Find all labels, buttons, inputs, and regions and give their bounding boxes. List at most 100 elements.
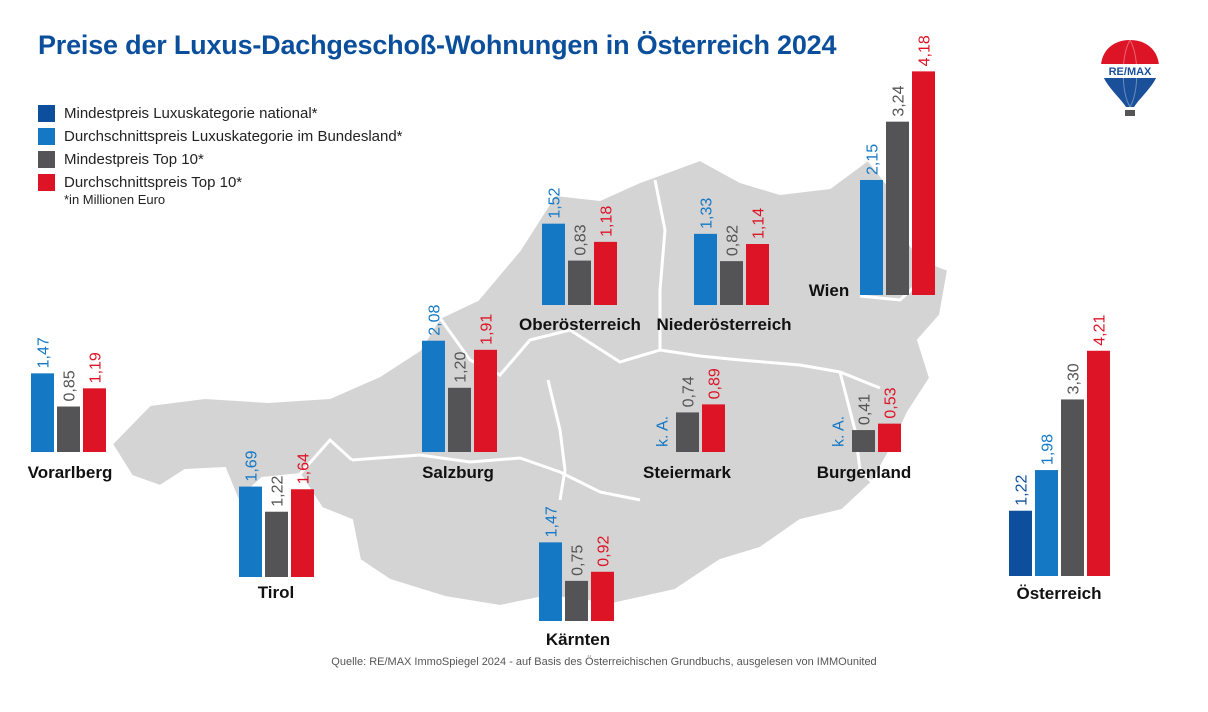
- bar: [291, 489, 314, 577]
- legend-label: Mindestpreis Top 10*: [64, 151, 204, 168]
- legend-swatch: [38, 174, 55, 191]
- bar-value-label: 1,91: [479, 314, 496, 345]
- legend-label: Mindestpreis Luxuskategorie national*: [64, 105, 318, 122]
- bar-value-label: 1,69: [244, 450, 261, 481]
- legend-item: Durchschnittspreis Top 10*: [38, 171, 403, 194]
- bar-value-label: 0,41: [857, 394, 874, 425]
- bar-value-label: 0,82: [725, 225, 742, 256]
- bar-value-label: k. A.: [831, 416, 848, 447]
- remax-balloon-logo: RE/MAX: [1097, 36, 1163, 120]
- bar: [878, 423, 901, 452]
- bar-group: 1,22 1,98 3,30 4,21 Österreich: [1009, 315, 1110, 603]
- bar: [886, 121, 909, 295]
- region-label: Salzburg: [422, 463, 494, 482]
- bar-value-label: 0,89: [707, 368, 724, 399]
- bar-value-label: 1,22: [1014, 474, 1031, 505]
- bar-group: 1,69 1,22 1,64 Tirol: [239, 450, 314, 602]
- bar: [912, 71, 935, 296]
- legend-swatch: [38, 128, 55, 145]
- bar: [539, 542, 562, 621]
- region-label: Wien: [809, 281, 849, 300]
- region-label: Österreich: [1016, 584, 1101, 603]
- bar-group: 1,47 0,75 0,92 Kärnten: [539, 506, 614, 649]
- legend-swatch: [38, 105, 55, 122]
- bar: [1009, 510, 1032, 576]
- bar-group: 1,47 0,85 1,19 Vorarlberg: [28, 337, 113, 482]
- bar-groups: 1,47 0,85 1,19 Vorarlberg 1,69 1,22 1,64 Tirol 2…: [28, 35, 1110, 649]
- bar: [594, 241, 617, 305]
- bar-value-label: 1,98: [1040, 434, 1057, 465]
- bar-group: k. A. 0,41 0,53 Burgenland: [817, 387, 911, 482]
- legend: Mindestpreis Luxuskategorie national* Dur…: [38, 102, 403, 194]
- bar: [591, 571, 614, 621]
- bar-group: k. A. 0,74 0,89 Steiermark: [643, 368, 731, 482]
- bar-value-label: 3,30: [1066, 363, 1083, 394]
- bar-value-label: 1,19: [88, 352, 105, 383]
- bar-group: 2,08 1,20 1,91 Salzburg: [422, 304, 497, 482]
- region-label: Oberösterreich: [519, 315, 641, 334]
- region-label: Tirol: [258, 583, 295, 602]
- bar-value-label: 3,24: [891, 85, 908, 116]
- bar: [448, 387, 471, 452]
- region-label: Niederösterreich: [656, 315, 791, 334]
- bar-group: 1,52 0,83 1,18 Oberösterreich: [519, 187, 641, 334]
- bar: [565, 580, 588, 621]
- bar-value-label: 2,08: [427, 304, 444, 335]
- bar: [474, 349, 497, 452]
- bar-group: 1,33 0,82 1,14 Niederösterreich: [656, 198, 791, 334]
- bar: [852, 430, 875, 452]
- bar: [83, 388, 106, 452]
- region-label: Vorarlberg: [28, 463, 113, 482]
- bar-value-label: 1,47: [544, 506, 561, 537]
- bar: [676, 412, 699, 452]
- bar-value-label: 1,20: [453, 352, 470, 383]
- bar: [239, 486, 262, 577]
- bar-value-label: 1,47: [36, 337, 53, 368]
- bar-value-label: k. A.: [655, 416, 672, 447]
- legend-item: Mindestpreis Luxuskategorie national*: [38, 102, 403, 125]
- bar: [720, 261, 743, 305]
- bar-value-label: 0,53: [883, 387, 900, 418]
- bar-value-label: 1,52: [547, 187, 564, 218]
- bar-value-label: 1,64: [296, 453, 313, 484]
- svg-text:RE/MAX: RE/MAX: [1109, 66, 1152, 78]
- bar-value-label: 1,14: [751, 208, 768, 239]
- bar-value-label: 1,33: [699, 198, 716, 229]
- austria-map: [110, 158, 950, 608]
- bar: [31, 373, 54, 452]
- bar: [1035, 470, 1058, 576]
- bar: [568, 260, 591, 305]
- legend-swatch: [38, 151, 55, 168]
- bar-value-label: 1,18: [599, 206, 616, 237]
- region-label: Kärnten: [546, 630, 610, 649]
- bar-value-label: 0,75: [570, 545, 587, 576]
- bar: [860, 179, 883, 295]
- bar: [694, 233, 717, 305]
- source-note: Quelle: RE/MAX ImmoSpiegel 2024 - auf Ba…: [331, 656, 877, 668]
- bar-value-label: 2,15: [865, 144, 882, 175]
- bar-value-label: 4,18: [917, 35, 934, 66]
- bar: [746, 244, 769, 305]
- bar: [1087, 350, 1110, 576]
- bar: [1061, 399, 1084, 576]
- bar-value-label: 4,21: [1092, 315, 1109, 346]
- bar-value-label: 0,85: [62, 370, 79, 401]
- legend-label: Durchschnittspreis Top 10*: [64, 174, 243, 191]
- bar-value-label: 1,22: [270, 475, 287, 506]
- chart-title: Preise der Luxus-Dachgeschoß-Wohnungen i…: [38, 30, 837, 60]
- bar-value-label: 0,92: [596, 536, 613, 567]
- legend-label: Durchschnittspreis Luxuskategorie im Bun…: [64, 128, 403, 145]
- bar: [265, 511, 288, 577]
- legend-item: Durchschnittspreis Luxuskategorie im Bun…: [38, 125, 403, 148]
- region-label: Steiermark: [643, 463, 731, 482]
- bar: [702, 404, 725, 452]
- bar: [542, 223, 565, 305]
- bar-group: 2,15 3,24 4,18 Wien: [809, 35, 935, 300]
- region-label: Burgenland: [817, 463, 911, 482]
- bar-value-label: 0,74: [681, 376, 698, 407]
- bar: [57, 406, 80, 452]
- bar-value-label: 0,83: [573, 224, 590, 255]
- legend-item: Mindestpreis Top 10*: [38, 148, 403, 171]
- unit-note: *in Millionen Euro: [64, 192, 166, 207]
